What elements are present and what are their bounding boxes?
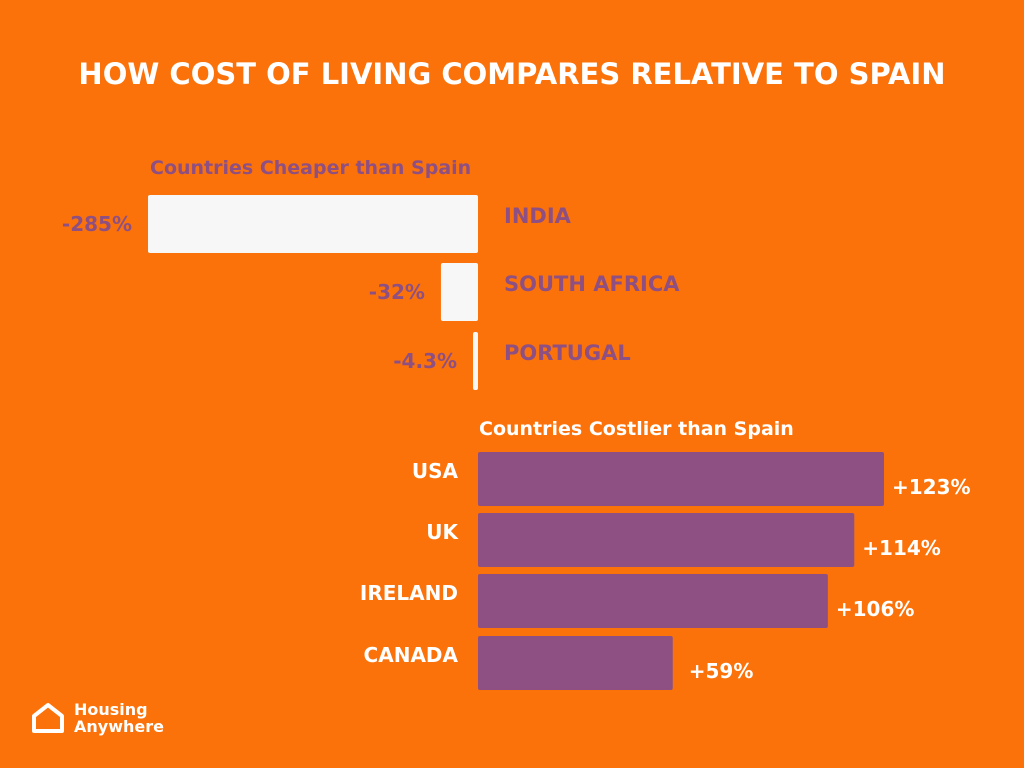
value-label-uk: +114% — [862, 536, 941, 560]
housing-anywhere-logo: Housing Anywhere — [30, 701, 164, 735]
value-label-portugal: -4.3% — [393, 349, 457, 373]
bar-india — [148, 195, 478, 253]
category-label-south-africa: SOUTH AFRICA — [504, 272, 680, 296]
category-label-india: INDIA — [504, 204, 572, 228]
bar-uk — [478, 513, 855, 567]
category-label-canada: CANADA — [364, 643, 459, 667]
bar-south-africa — [440, 263, 478, 321]
bar-ireland — [478, 574, 828, 628]
cheaper-group-heading: Countries Cheaper than Spain — [150, 157, 471, 179]
bar-portugal — [473, 332, 478, 390]
bar-usa — [478, 452, 884, 506]
category-label-ireland: IRELAND — [360, 581, 458, 605]
bar-canada — [478, 636, 673, 690]
value-label-south-africa: -32% — [369, 280, 425, 304]
value-label-canada: +59% — [689, 659, 754, 683]
category-label-portugal: PORTUGAL — [504, 341, 631, 365]
costlier-group-heading: Countries Costlier than Spain — [479, 418, 794, 440]
brand-line-1: Housing — [74, 700, 148, 719]
category-label-usa: USA — [412, 459, 459, 483]
chart-title: HOW COST OF LIVING COMPARES RELATIVE TO … — [78, 57, 945, 91]
brand-line-2: Anywhere — [74, 717, 164, 736]
house-icon — [32, 703, 64, 733]
value-label-ireland: +106% — [836, 597, 915, 621]
value-label-india: -285% — [62, 212, 132, 236]
category-label-uk: UK — [426, 520, 459, 544]
value-label-usa: +123% — [892, 475, 971, 499]
